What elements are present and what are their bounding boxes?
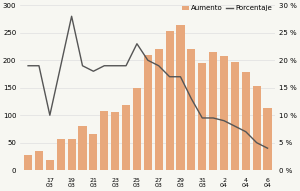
Bar: [209, 52, 217, 170]
Bar: [198, 63, 206, 170]
Bar: [253, 86, 261, 170]
Bar: [242, 72, 250, 170]
Bar: [57, 139, 65, 170]
Bar: [122, 105, 130, 170]
Legend: Aumento, Porcentaje: Aumento, Porcentaje: [182, 6, 272, 11]
Bar: [133, 88, 141, 170]
Bar: [154, 49, 163, 170]
Bar: [35, 151, 43, 170]
Bar: [220, 56, 228, 170]
Bar: [144, 55, 152, 170]
Bar: [166, 31, 174, 170]
Bar: [111, 112, 119, 170]
Bar: [46, 160, 54, 170]
Bar: [89, 134, 98, 170]
Bar: [187, 49, 195, 170]
Bar: [100, 111, 108, 170]
Bar: [263, 108, 272, 170]
Bar: [68, 139, 76, 170]
Bar: [176, 24, 184, 170]
Bar: [231, 62, 239, 170]
Bar: [24, 155, 32, 170]
Bar: [78, 126, 87, 170]
